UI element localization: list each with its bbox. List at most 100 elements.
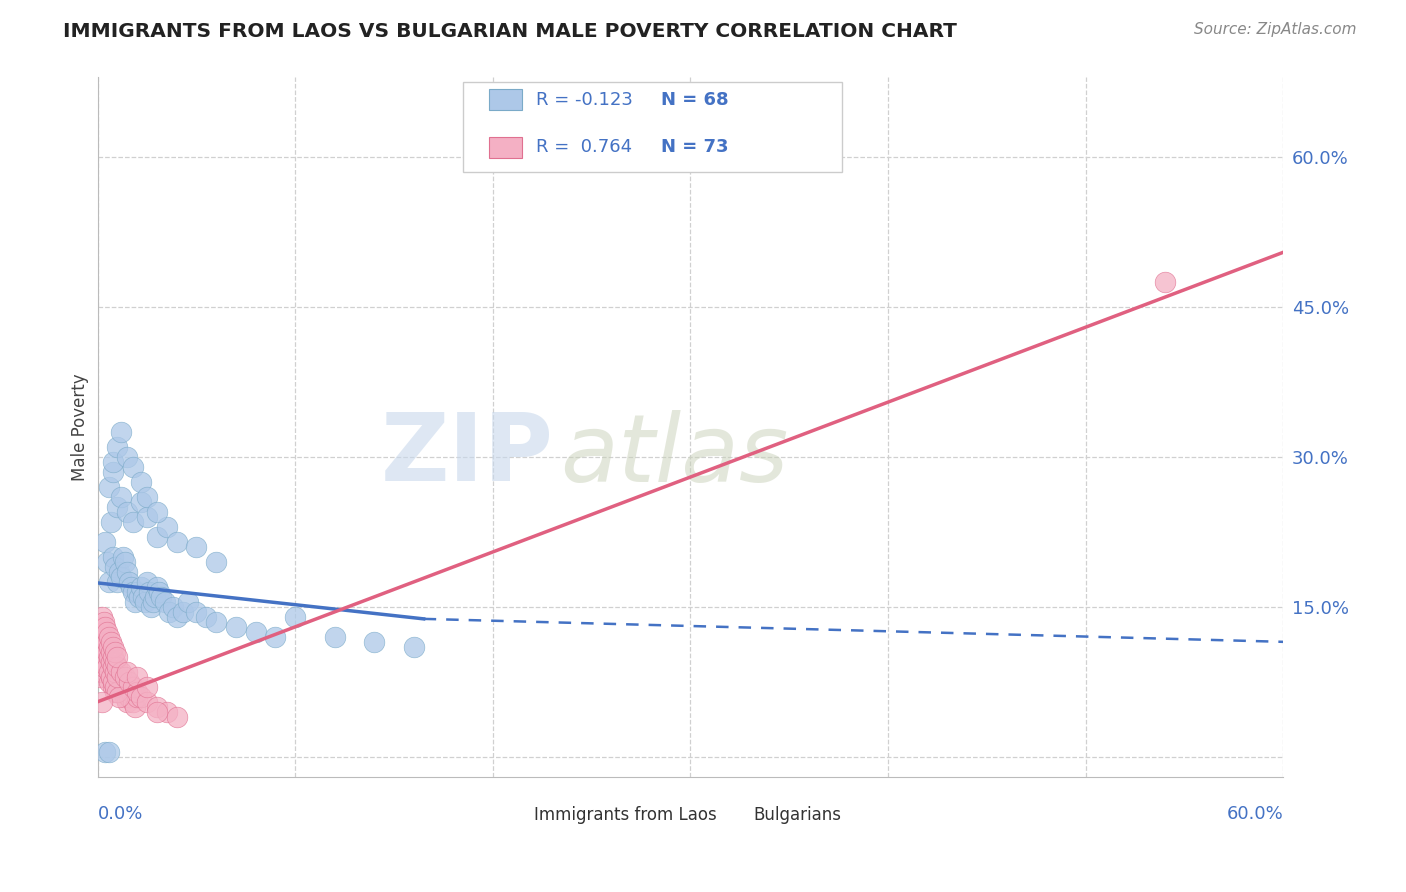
Point xyxy=(98,649,121,664)
Point xyxy=(96,555,118,569)
Point xyxy=(105,670,128,684)
Point xyxy=(122,680,145,694)
Point xyxy=(104,560,127,574)
Point xyxy=(115,665,138,679)
Point xyxy=(157,605,180,619)
Point xyxy=(124,699,146,714)
Point xyxy=(363,635,385,649)
Point xyxy=(94,655,117,669)
Point xyxy=(146,505,169,519)
Point xyxy=(93,640,115,654)
Y-axis label: Male Poverty: Male Poverty xyxy=(72,373,89,481)
Point xyxy=(115,695,138,709)
Point xyxy=(142,595,165,609)
Point xyxy=(94,640,117,654)
Point xyxy=(172,605,194,619)
Point xyxy=(90,620,112,634)
Point xyxy=(143,590,166,604)
Point xyxy=(93,635,115,649)
Point xyxy=(104,645,127,659)
Point xyxy=(138,585,160,599)
Point xyxy=(146,580,169,594)
Point xyxy=(136,680,159,694)
Point xyxy=(108,565,131,579)
Point xyxy=(122,695,145,709)
Point xyxy=(110,490,132,504)
Point xyxy=(108,690,131,704)
Point xyxy=(124,595,146,609)
Point xyxy=(118,690,141,704)
Point xyxy=(94,745,117,759)
Point xyxy=(114,690,136,704)
Text: ZIP: ZIP xyxy=(381,409,554,501)
Point xyxy=(98,574,121,589)
Point xyxy=(104,685,127,699)
Point xyxy=(108,670,131,684)
Point xyxy=(122,585,145,599)
Text: atlas: atlas xyxy=(560,409,789,500)
Point xyxy=(110,665,132,679)
Point xyxy=(149,590,172,604)
Point xyxy=(98,665,121,679)
Point xyxy=(104,655,127,669)
Point xyxy=(166,710,188,724)
Point xyxy=(90,610,112,624)
Point xyxy=(110,570,132,584)
Point xyxy=(115,450,138,464)
Text: Bulgarians: Bulgarians xyxy=(754,806,841,824)
Point xyxy=(98,745,121,759)
Point xyxy=(112,549,135,564)
Point xyxy=(90,695,112,709)
Point xyxy=(153,595,176,609)
Point xyxy=(98,630,121,644)
Point xyxy=(103,649,125,664)
Point xyxy=(162,599,184,614)
Bar xyxy=(489,89,522,111)
Point xyxy=(90,649,112,664)
Text: 60.0%: 60.0% xyxy=(1226,805,1284,822)
Point xyxy=(100,515,122,529)
Text: Immigrants from Laos: Immigrants from Laos xyxy=(534,806,717,824)
Point xyxy=(166,535,188,549)
Point xyxy=(90,630,112,644)
Point xyxy=(98,674,121,689)
Point xyxy=(122,515,145,529)
Point xyxy=(103,660,125,674)
Point xyxy=(129,580,152,594)
Point xyxy=(96,645,118,659)
Point xyxy=(128,590,150,604)
Point xyxy=(186,540,208,554)
Point xyxy=(156,520,179,534)
Point xyxy=(110,680,132,694)
Point xyxy=(105,660,128,674)
Point xyxy=(1153,275,1175,289)
Text: R =  0.764: R = 0.764 xyxy=(536,138,633,156)
Point xyxy=(166,610,188,624)
Point xyxy=(225,620,247,634)
Point xyxy=(104,680,127,694)
Point xyxy=(105,440,128,454)
Point xyxy=(96,624,118,639)
Point xyxy=(127,585,149,599)
Point xyxy=(118,674,141,689)
Point xyxy=(103,680,125,694)
Point xyxy=(129,495,152,509)
Point xyxy=(205,555,228,569)
Point xyxy=(100,670,122,684)
Point xyxy=(245,624,267,639)
Point xyxy=(93,624,115,639)
Point xyxy=(120,580,142,594)
Point xyxy=(114,670,136,684)
Point xyxy=(105,574,128,589)
Point xyxy=(156,705,179,719)
FancyBboxPatch shape xyxy=(463,82,842,172)
Point xyxy=(112,685,135,699)
Point xyxy=(284,610,307,624)
Point xyxy=(402,640,425,654)
Point xyxy=(127,690,149,704)
Point xyxy=(103,640,125,654)
Point xyxy=(120,685,142,699)
Point xyxy=(127,670,149,684)
Point xyxy=(105,500,128,514)
Point xyxy=(127,685,149,699)
